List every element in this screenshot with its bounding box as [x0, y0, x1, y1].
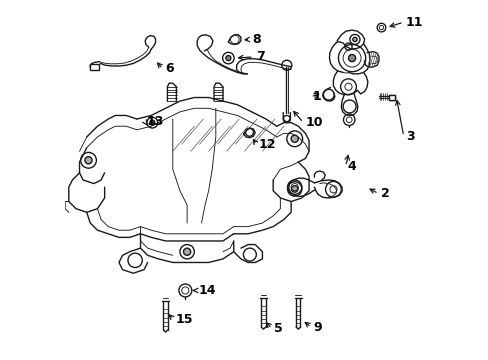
Circle shape	[348, 54, 355, 62]
Circle shape	[183, 248, 190, 255]
Text: 10: 10	[305, 116, 322, 129]
Text: 12: 12	[258, 138, 276, 150]
FancyBboxPatch shape	[388, 95, 395, 100]
Text: 15: 15	[175, 312, 193, 326]
Circle shape	[149, 120, 155, 125]
Text: 5: 5	[274, 322, 283, 335]
Text: 14: 14	[198, 284, 216, 297]
Circle shape	[290, 135, 298, 142]
Text: 13: 13	[147, 115, 164, 128]
Text: 11: 11	[405, 16, 423, 29]
Text: 2: 2	[380, 187, 389, 200]
Text: 3: 3	[405, 130, 414, 143]
Text: 9: 9	[313, 320, 321, 333]
FancyBboxPatch shape	[89, 64, 99, 69]
Text: 4: 4	[347, 160, 356, 173]
Text: 6: 6	[164, 62, 173, 75]
Circle shape	[352, 37, 356, 41]
Text: 7: 7	[255, 50, 264, 63]
Circle shape	[85, 157, 92, 164]
Circle shape	[225, 55, 230, 60]
Text: 1: 1	[312, 90, 321, 103]
Circle shape	[291, 186, 297, 192]
Text: 8: 8	[252, 33, 261, 46]
